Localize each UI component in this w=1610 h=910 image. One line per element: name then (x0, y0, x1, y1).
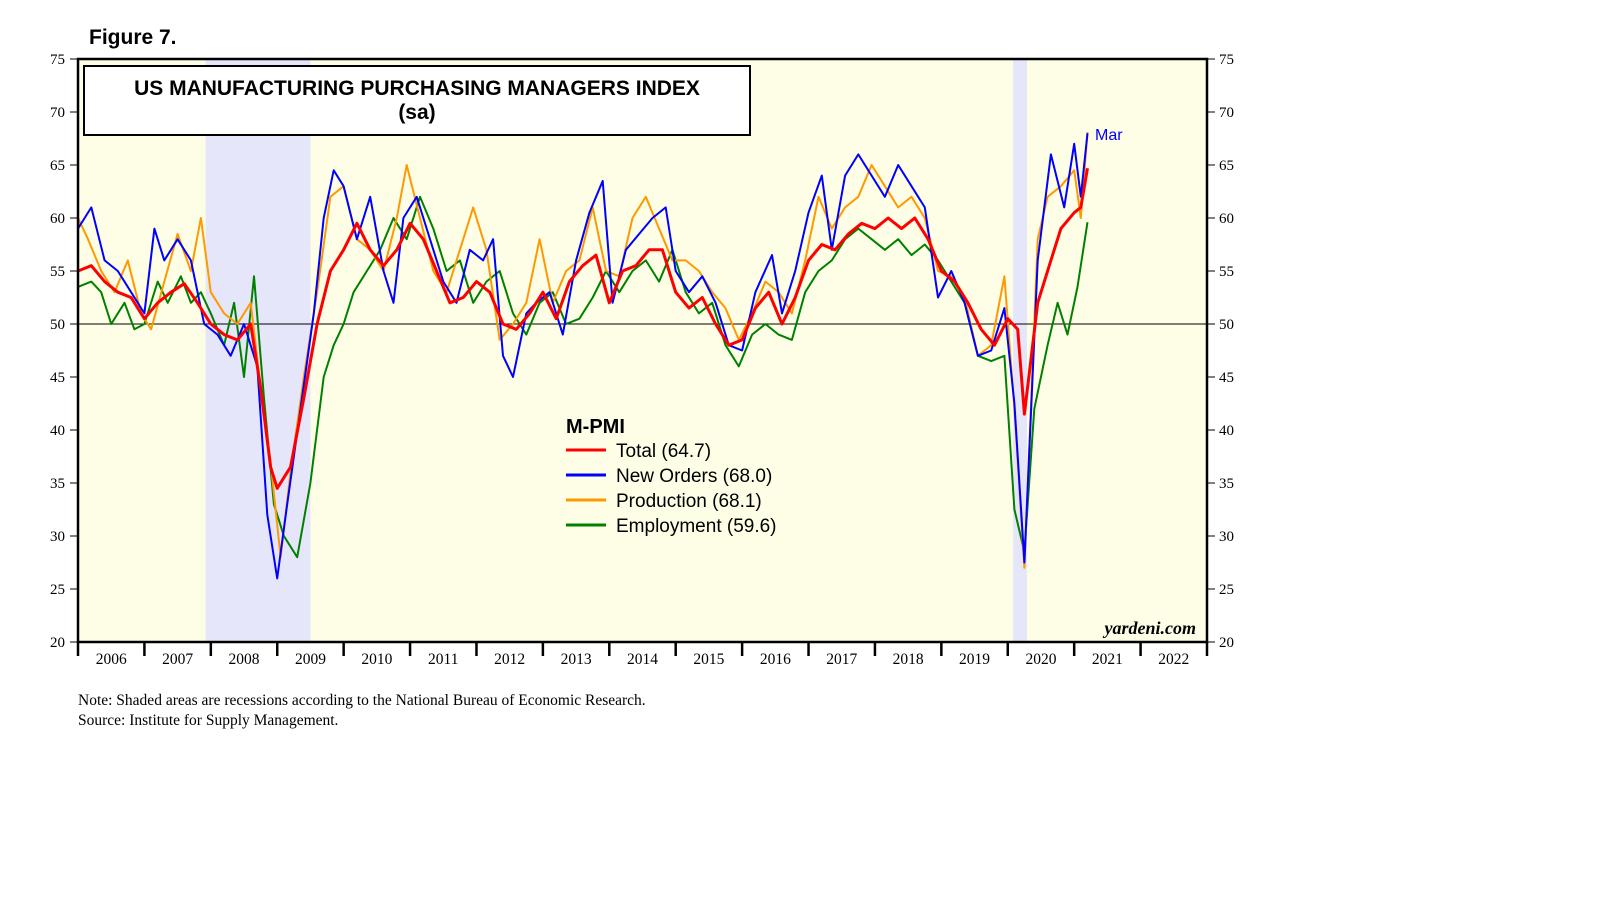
y-axis-right: 20 25 30 35 40 45 50 55 60 65 70 75 (1207, 52, 1234, 651)
x-tick-label: 2020 (1025, 651, 1056, 668)
title-box (83, 65, 751, 136)
x-tick-label: 2014 (627, 651, 658, 668)
chart-subtitle: (sa) (398, 101, 435, 124)
x-tick-label: 2016 (760, 651, 791, 668)
recession-band-0 (205, 59, 311, 642)
series-total (77, 167, 1089, 490)
y-tick-label-left: 20 (50, 635, 65, 651)
chart-title: US MANUFACTURING PURCHASING MANAGERS IND… (134, 77, 700, 100)
watermark: yardeni.com (1103, 618, 1197, 638)
legend: M-PMI Total (64.7) New Orders (68.0) Produ… (566, 416, 777, 537)
y-tick-label-right: 30 (1219, 529, 1234, 545)
y-tick-label-right: 75 (1219, 52, 1234, 68)
x-tick-label: 2010 (361, 651, 392, 668)
legend-label-employment: Employment (59.6) (616, 516, 777, 537)
x-axis: 2006 2007 2008 2009 2010 2011 2012 2013 2014 2015… (76, 642, 1209, 668)
y-tick-label-left: 60 (50, 211, 65, 227)
y-tick-label-right: 45 (1219, 370, 1234, 386)
x-tick-label: 2006 (96, 651, 127, 668)
y-tick-label-left: 55 (50, 264, 65, 280)
y-tick-label-right: 50 (1219, 317, 1234, 333)
x-tick-label: 2013 (561, 651, 592, 668)
recession-shading (205, 59, 1028, 642)
y-tick-label-right: 25 (1219, 582, 1234, 598)
y-tick-label-right: 65 (1219, 158, 1234, 174)
y-tick-label-right: 35 (1219, 476, 1234, 492)
figure-label: Figure 7. (89, 26, 177, 49)
x-tick-label: 2021 (1092, 651, 1123, 668)
x-tick-label: 2011 (428, 651, 458, 668)
y-tick-label-left: 35 (50, 476, 65, 492)
y-tick-label-left: 25 (50, 582, 65, 598)
y-tick-label-left: 75 (50, 52, 65, 68)
plot-frame (76, 57, 1209, 644)
x-tick-label: 2015 (693, 651, 724, 668)
x-tick-label: 2019 (959, 651, 990, 668)
x-tick-label: 2022 (1158, 651, 1189, 668)
x-tick-label: 2008 (229, 651, 260, 668)
legend-title: M-PMI (566, 416, 625, 438)
x-tick-label: 2017 (826, 651, 857, 668)
y-tick-label-right: 40 (1219, 423, 1234, 439)
y-tick-label-left: 30 (50, 529, 65, 545)
note-recession: Note: Shaded areas are recessions accord… (78, 692, 646, 709)
x-tick-label: 2009 (295, 651, 326, 668)
end-label: Mar (1095, 127, 1123, 144)
series-employment (77, 195, 1089, 559)
y-tick-label-right: 20 (1219, 635, 1234, 651)
y-tick-label-left: 65 (50, 158, 65, 174)
y-tick-label-left: 40 (50, 423, 65, 439)
y-tick-label-right: 70 (1219, 105, 1234, 121)
note-source: Source: Institute for Supply Management. (78, 712, 338, 729)
legend-label-new-orders: New Orders (68.0) (616, 466, 772, 487)
x-tick-label: 2018 (893, 651, 924, 668)
y-tick-label-left: 70 (50, 105, 65, 121)
y-tick-label-left: 50 (50, 317, 65, 333)
series-new-orders (77, 133, 1089, 580)
legend-label-total: Total (64.7) (616, 441, 711, 462)
y-tick-label-right: 60 (1219, 211, 1234, 227)
y-axis-left: 20 25 30 35 40 45 50 55 60 65 70 75 (50, 52, 78, 651)
series-lines (77, 132, 1089, 580)
y-tick-label-right: 55 (1219, 264, 1234, 280)
legend-label-production: Production (68.1) (616, 491, 762, 512)
y-tick-label-left: 45 (50, 370, 65, 386)
x-tick-label: 2012 (494, 651, 525, 668)
x-tick-label: 2007 (162, 651, 193, 668)
